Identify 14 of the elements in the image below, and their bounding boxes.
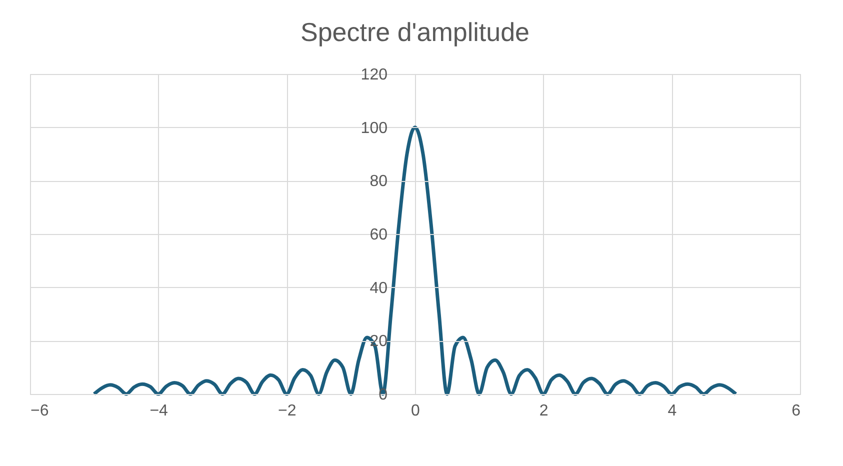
x-tick-label: 2 (539, 402, 548, 420)
x-tick-label: −2 (278, 402, 296, 420)
y-tick-label: 20 (370, 333, 388, 350)
y-tick-label: 80 (370, 173, 388, 190)
x-tick-label: −6 (30, 402, 49, 420)
chart-title: Spectre d'amplitude (300, 17, 530, 47)
x-tick-label: 0 (411, 402, 420, 420)
x-tick-label: −4 (150, 402, 168, 420)
x-tick-label: 4 (668, 402, 677, 420)
y-tick-label: 120 (360, 66, 388, 84)
y-tick-label: 60 (370, 226, 388, 244)
y-tick-label: 40 (370, 280, 388, 297)
x-tick-label: 6 (792, 402, 801, 420)
y-tick-label: 100 (360, 120, 388, 137)
